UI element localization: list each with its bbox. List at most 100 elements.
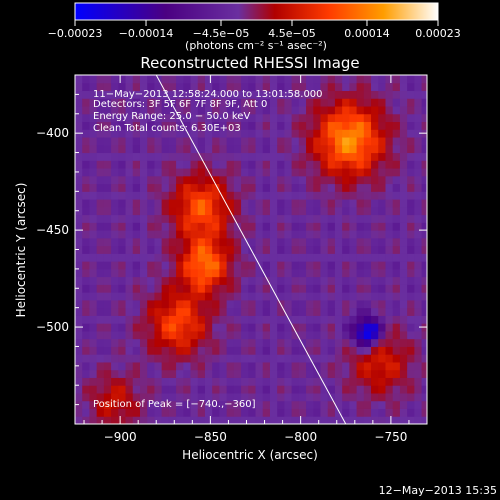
heatmap-cell — [320, 152, 329, 161]
heatmap-cell — [349, 168, 358, 177]
heatmap-cell — [262, 129, 271, 138]
heatmap-cell — [183, 392, 192, 402]
heatmap-cell — [421, 191, 427, 200]
heatmap-cell — [226, 121, 235, 130]
heatmap-cell — [269, 245, 278, 254]
heatmap-cell — [385, 121, 394, 130]
heatmap-cell — [183, 307, 192, 316]
heatmap-cell — [168, 90, 177, 99]
heatmap-cell — [183, 377, 192, 386]
heatmap-cell — [378, 361, 386, 371]
heatmap-cell — [262, 82, 271, 92]
heatmap-cell — [176, 152, 184, 161]
heatmap-cell — [219, 338, 228, 347]
heatmap-cell — [125, 307, 134, 316]
heatmap-cell — [118, 400, 127, 409]
heatmap-cell — [306, 346, 314, 355]
heatmap-cell — [212, 276, 220, 285]
heatmap-cell — [111, 168, 119, 177]
heatmap-cell — [248, 206, 257, 216]
heatmap-cell — [407, 137, 415, 146]
heatmap-cell — [82, 82, 90, 92]
heatmap-cell — [183, 245, 192, 254]
heatmap-cell — [103, 137, 112, 146]
heatmap-cell — [356, 416, 365, 424]
heatmap-cell — [176, 160, 184, 169]
heatmap-cell — [147, 75, 155, 84]
heatmap-cell — [334, 160, 343, 169]
heatmap-cell — [327, 222, 336, 231]
heatmap-cell — [277, 183, 285, 192]
heatmap-cell — [269, 144, 278, 154]
heatmap-cell — [371, 90, 379, 99]
heatmap-cell — [407, 75, 415, 84]
heatmap-cell — [204, 82, 213, 92]
heatmap-cell — [89, 299, 98, 309]
heatmap-cell — [132, 206, 141, 216]
heatmap-cell — [262, 206, 271, 216]
heatmap-cell — [371, 160, 379, 169]
heatmap-cell — [356, 284, 365, 293]
heatmap-cell — [378, 106, 386, 115]
heatmap-cell — [277, 369, 285, 378]
heatmap-cell — [277, 106, 285, 115]
heatmap-cell — [111, 206, 119, 216]
heatmap-cell — [118, 129, 127, 138]
heatmap-cell — [103, 261, 112, 270]
heatmap-cell — [75, 222, 83, 231]
heatmap-cell — [176, 168, 184, 177]
heatmap-cell — [269, 183, 278, 192]
heatmap-cell — [262, 385, 271, 394]
heatmap-cell — [334, 245, 343, 254]
heatmap-cell — [139, 292, 148, 301]
heatmap-cell — [176, 144, 184, 154]
heatmap-cell — [385, 276, 394, 285]
heatmap-cell — [154, 416, 163, 424]
heatmap-cell — [291, 160, 300, 169]
heatmap-cell — [132, 137, 141, 146]
heatmap-cell — [219, 361, 228, 371]
heatmap-cell — [378, 129, 386, 138]
heatmap-cell — [385, 253, 394, 262]
heatmap-cell — [226, 338, 235, 347]
heatmap-cell — [147, 183, 155, 192]
heatmap-cell — [204, 307, 213, 316]
heatmap-cell — [414, 261, 423, 270]
heatmap-cell — [197, 106, 206, 115]
heatmap-cell — [139, 237, 148, 247]
heatmap-cell — [313, 237, 321, 247]
heatmap-cell — [219, 385, 228, 394]
heatmap-cell — [176, 284, 184, 293]
heatmap-cell — [342, 183, 350, 192]
heatmap-cell — [327, 354, 336, 363]
heatmap-cell — [75, 276, 83, 285]
heatmap-cell — [356, 183, 365, 192]
heatmap-cell — [327, 299, 336, 309]
heatmap-cell — [219, 206, 228, 216]
heatmap-cell — [277, 346, 285, 355]
heatmap-cell — [183, 369, 192, 378]
heatmap-cell — [327, 338, 336, 347]
heatmap-cell — [262, 369, 271, 378]
heatmap-cell — [132, 253, 141, 262]
heatmap-cell — [190, 369, 199, 378]
heatmap-cell — [378, 330, 386, 340]
heatmap-cell — [399, 137, 408, 146]
heatmap-cell — [168, 330, 177, 340]
heatmap-cell — [219, 82, 228, 92]
heatmap-cell — [197, 160, 206, 169]
heatmap-cell — [269, 230, 278, 239]
heatmap-cell — [269, 191, 278, 200]
heatmap-cell — [262, 98, 271, 107]
heatmap-cell — [414, 408, 423, 417]
heatmap-cell — [385, 346, 394, 355]
heatmap-cell — [132, 75, 141, 84]
heatmap-cell — [154, 354, 163, 363]
heatmap-cell — [168, 284, 177, 293]
heatmap-cell — [154, 408, 163, 417]
heatmap-cell — [349, 268, 358, 278]
heatmap-cell — [176, 191, 184, 200]
heatmap-cell — [356, 168, 365, 177]
heatmap-cell — [111, 292, 119, 301]
heatmap-cell — [132, 346, 141, 355]
